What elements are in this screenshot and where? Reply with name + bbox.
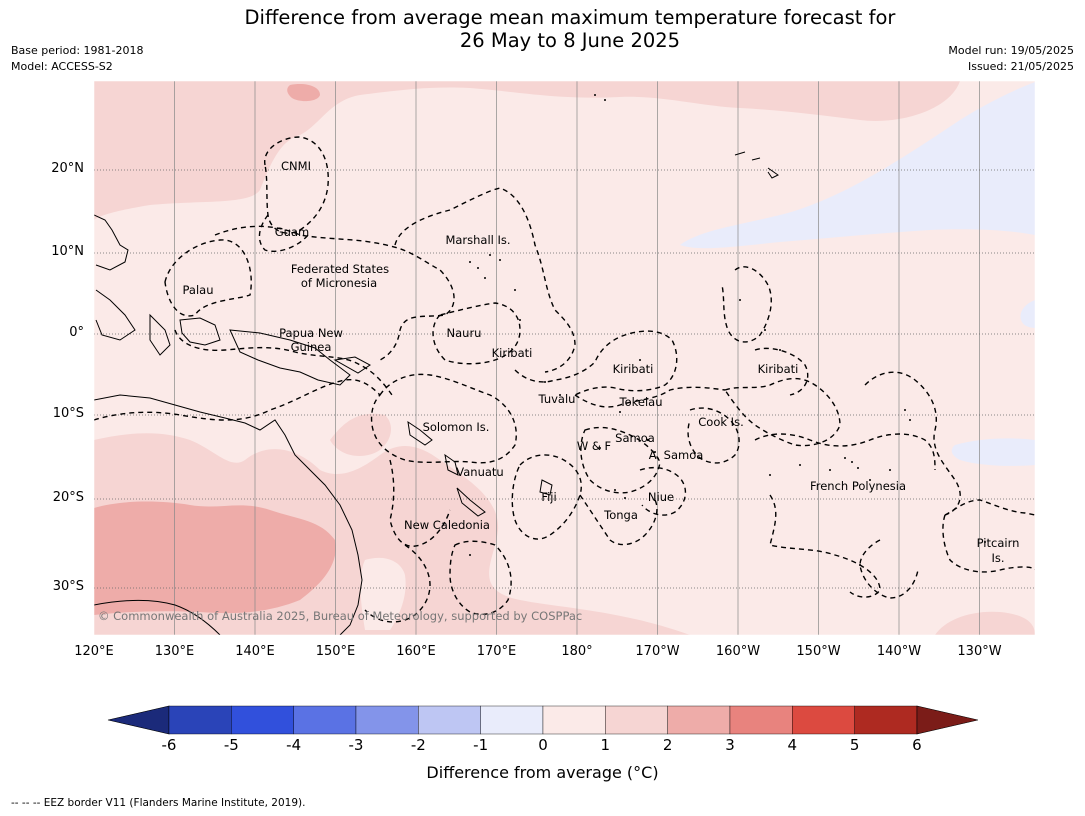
colorbar-tick-label: -5 xyxy=(223,736,239,754)
lon-label: 170°W xyxy=(635,644,680,659)
place-label: Tonga xyxy=(604,508,638,522)
place-label: Tokelau xyxy=(619,395,663,409)
eez-borders xyxy=(94,136,1035,623)
colorbar-swatch xyxy=(231,705,294,735)
place-label: W & F xyxy=(576,439,612,453)
colorbar-tick-label: -2 xyxy=(410,736,426,754)
lon-label: 160°W xyxy=(715,644,761,659)
colorbar-tick-label: 3 xyxy=(725,736,735,754)
place-label: Papua New xyxy=(279,326,343,340)
colorbar-tick-label: 6 xyxy=(912,736,922,754)
lon-label: 140°E xyxy=(235,644,275,659)
colorbar-unit: °C) xyxy=(633,763,659,782)
colorbar xyxy=(107,705,979,735)
footer-note: -- -- -- EEZ border V11 (Flanders Marine… xyxy=(11,797,306,809)
colorbar-swatch xyxy=(605,705,668,735)
anomaly-field xyxy=(94,81,1035,635)
lat-label: 20°N xyxy=(51,161,84,176)
colorbar-swatch xyxy=(667,705,731,735)
lon-label: 130°W xyxy=(957,644,1002,659)
lat-label: 20°S xyxy=(52,490,84,505)
colorbar-swatch xyxy=(542,705,606,735)
lon-label: 140°W xyxy=(876,644,922,659)
meta-left: Base period: 1981-2018 Model: ACCESS-S2 xyxy=(11,43,143,75)
place-label: of Micronesia xyxy=(300,276,378,290)
model-name: Model: ACCESS-S2 xyxy=(11,60,113,73)
lon-label: 180° xyxy=(561,644,593,659)
copyright-notice: © Commonwealth of Australia 2025, Bureau… xyxy=(98,609,583,623)
title-line-2: 26 May to 8 June 2025 xyxy=(459,29,681,52)
place-label: Kiribati xyxy=(612,362,654,376)
issued-date: Issued: 21/05/2025 xyxy=(967,60,1074,73)
colorbar-tick-label: -3 xyxy=(348,736,364,754)
lon-label: 150°W xyxy=(796,644,841,659)
coastlines xyxy=(94,151,779,635)
lat-label: 10°S xyxy=(52,406,84,421)
graticule xyxy=(174,81,980,635)
lon-label: 150°E xyxy=(315,644,356,659)
colorbar-tick-label: -1 xyxy=(473,736,489,754)
model-run: Model run: 19/05/2025 xyxy=(948,44,1074,57)
colorbar-label-text: Difference from average ( xyxy=(426,763,634,782)
place-label: Is. xyxy=(991,551,1005,565)
place-label: Niue xyxy=(647,490,675,504)
lon-label: 160°E xyxy=(396,644,436,659)
colorbar-swatch xyxy=(480,705,544,735)
chart-title: Difference from average mean maximum tem… xyxy=(0,6,1085,52)
colorbar-tick-label: -4 xyxy=(286,736,302,754)
colorbar-swatch xyxy=(792,705,855,735)
place-label: Kiribati xyxy=(757,362,799,376)
lon-label: 120°E xyxy=(74,644,114,659)
lat-label: 30°S xyxy=(52,579,84,594)
lat-label: 10°N xyxy=(51,244,84,259)
base-period: Base period: 1981-2018 xyxy=(11,44,144,57)
colorbar-extend-high xyxy=(916,705,979,735)
place-label: Guam xyxy=(274,225,310,239)
colorbar-swatch xyxy=(168,705,232,735)
colorbar-tick-label: 5 xyxy=(849,736,860,754)
title-line-1: Difference from average mean maximum tem… xyxy=(244,6,896,29)
place-label: Solomon Is. xyxy=(422,420,490,434)
place-label: Nauru xyxy=(446,326,482,340)
colorbar-tick-label: 1 xyxy=(600,736,611,754)
place-label: Samoa xyxy=(615,431,655,445)
place-label: CNMI xyxy=(281,159,311,173)
colorbar-swatch xyxy=(355,705,419,735)
lon-label: 170°E xyxy=(476,644,517,659)
place-label: Federated States xyxy=(290,262,390,276)
place-label: Tuvalu xyxy=(538,392,576,406)
colorbar-tick-label: -6 xyxy=(161,736,177,754)
meta-right: Model run: 19/05/2025 Issued: 21/05/2025 xyxy=(948,43,1074,75)
colorbar-swatch xyxy=(418,705,481,735)
place-label: New Caledonia xyxy=(404,518,490,532)
place-label: Kiribati xyxy=(491,346,533,360)
colorbar-label: Difference from average (°C) xyxy=(0,763,1085,782)
place-label: Pitcairn xyxy=(976,536,1020,550)
place-label: Guinea xyxy=(290,340,332,354)
colorbar-tick-label: 4 xyxy=(787,736,798,754)
place-label: Palau xyxy=(182,283,214,297)
colorbar-tick-label: 0 xyxy=(538,736,548,754)
place-label: Marshall Is. xyxy=(445,233,511,247)
colorbar-swatch xyxy=(293,705,357,735)
colorbar-swatch xyxy=(729,705,793,735)
colorbar-extend-low xyxy=(107,705,170,735)
island-dots xyxy=(469,94,986,566)
place-label: Cook Is. xyxy=(698,415,744,429)
colorbar-tick-label: 2 xyxy=(662,736,673,754)
place-label: Vanuatu xyxy=(456,465,504,479)
place-label: A. Samoa xyxy=(648,448,704,462)
colorbar-swatch xyxy=(854,705,918,735)
lon-label: 130°E xyxy=(154,644,195,659)
place-label: Fiji xyxy=(541,490,557,504)
lat-label: 0° xyxy=(69,325,84,340)
place-label: French Polynesia xyxy=(809,479,907,493)
